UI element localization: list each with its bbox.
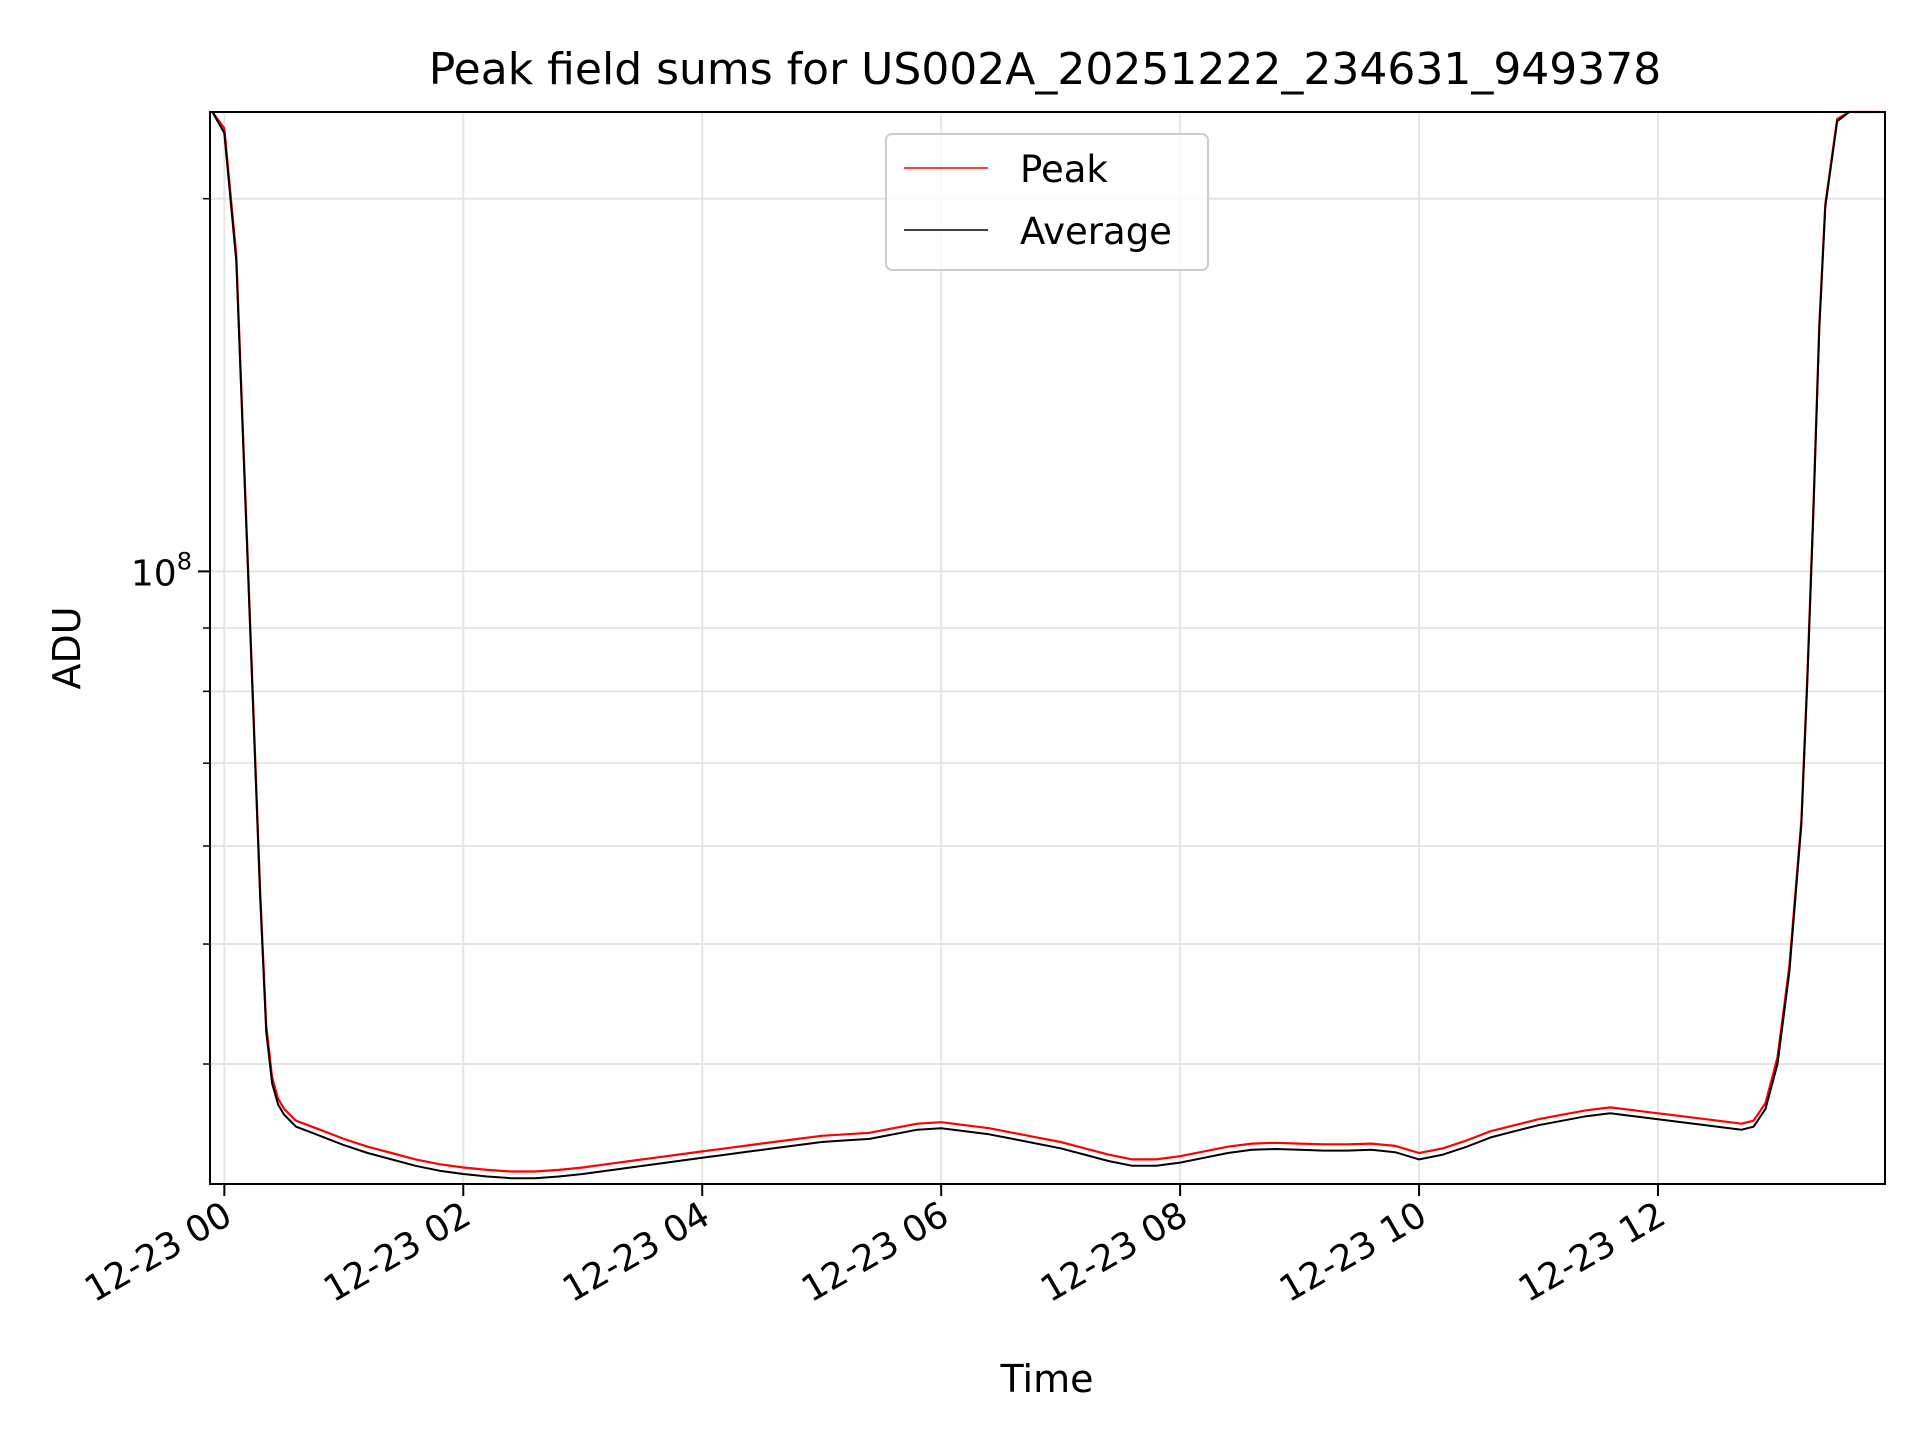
legend-label-average: Average xyxy=(1020,210,1172,253)
x-axis-label: Time xyxy=(1000,1357,1094,1401)
y-axis-label: ADU xyxy=(45,606,89,689)
series-line-average xyxy=(211,111,1879,1180)
y-tick-label: 108 xyxy=(131,547,192,594)
series-line-peak xyxy=(211,110,1879,1173)
plot-frame xyxy=(209,111,1886,1185)
chart-title: Peak field sums for US002A_20251222_2346… xyxy=(429,44,1662,95)
y-axis: 108 xyxy=(131,197,210,1065)
legend: Peak Average xyxy=(885,133,1209,271)
series-lines xyxy=(211,110,1879,1180)
legend-label-peak: Peak xyxy=(1020,148,1108,191)
